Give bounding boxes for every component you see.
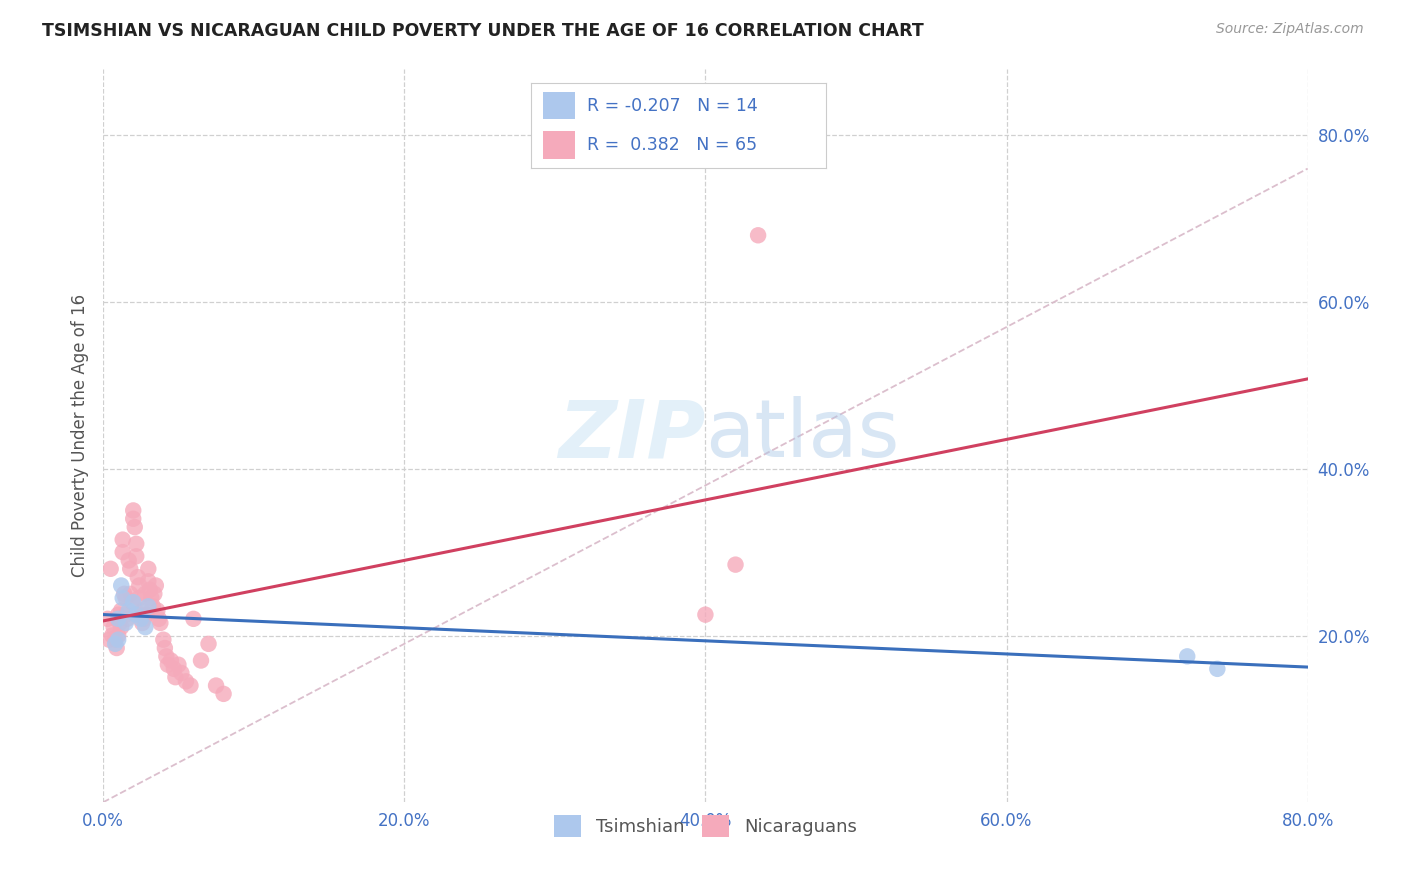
Point: [128, 591, 150, 605]
Point: [134, 620, 156, 634]
Point: [98, 632, 121, 647]
Point: [142, 599, 165, 614]
Point: [120, 562, 142, 576]
Point: [101, 628, 124, 642]
Point: [124, 520, 146, 534]
Point: [114, 607, 136, 622]
Point: [125, 549, 148, 564]
Point: [127, 570, 149, 584]
Point: [165, 670, 187, 684]
Y-axis label: Child Poverty Under the Age of 16: Child Poverty Under the Age of 16: [72, 293, 89, 577]
Point: [141, 591, 163, 605]
Point: [152, 632, 174, 647]
Point: [167, 657, 190, 672]
Text: ZIP: ZIP: [558, 396, 706, 475]
Point: [104, 632, 127, 647]
Point: [107, 628, 129, 642]
Point: [131, 615, 153, 630]
Point: [153, 640, 176, 655]
Point: [695, 607, 717, 622]
Point: [149, 615, 172, 630]
Point: [122, 512, 145, 526]
Point: [97, 612, 120, 626]
Point: [146, 603, 169, 617]
Point: [107, 632, 129, 647]
Point: [747, 228, 769, 243]
Point: [160, 653, 183, 667]
Point: [156, 657, 179, 672]
Point: [190, 653, 212, 667]
Point: [183, 612, 205, 626]
Point: [105, 640, 128, 655]
Point: [103, 620, 125, 634]
Point: [122, 595, 145, 609]
Point: [129, 612, 152, 626]
Point: [100, 562, 122, 576]
Text: Source: ZipAtlas.com: Source: ZipAtlas.com: [1216, 22, 1364, 37]
Point: [174, 674, 197, 689]
Point: [179, 679, 201, 693]
Point: [197, 637, 219, 651]
Point: [136, 599, 159, 614]
Point: [111, 545, 134, 559]
Point: [125, 607, 148, 622]
Point: [136, 562, 159, 576]
Point: [143, 587, 166, 601]
Legend: Tsimshian, Nicaraguans: Tsimshian, Nicaraguans: [547, 808, 863, 845]
Point: [212, 687, 235, 701]
Point: [724, 558, 747, 572]
Point: [129, 607, 152, 622]
Text: atlas: atlas: [706, 396, 900, 475]
Point: [170, 666, 193, 681]
Point: [107, 607, 129, 622]
Point: [1175, 649, 1198, 664]
Point: [163, 662, 186, 676]
Point: [114, 615, 136, 630]
Point: [111, 591, 134, 605]
Text: TSIMSHIAN VS NICARAGUAN CHILD POVERTY UNDER THE AGE OF 16 CORRELATION CHART: TSIMSHIAN VS NICARAGUAN CHILD POVERTY UN…: [42, 22, 924, 40]
Point: [118, 603, 141, 617]
Point: [112, 587, 135, 601]
Point: [122, 503, 145, 517]
Point: [148, 612, 170, 626]
Point: [134, 587, 156, 601]
Point: [118, 553, 141, 567]
Point: [136, 574, 159, 589]
Point: [139, 582, 162, 597]
Point: [104, 637, 127, 651]
Point: [121, 595, 143, 609]
Point: [1206, 662, 1229, 676]
Point: [155, 649, 177, 664]
Point: [125, 537, 148, 551]
Point: [132, 612, 155, 626]
Point: [128, 578, 150, 592]
Point: [135, 607, 157, 622]
Point: [120, 587, 142, 601]
Point: [115, 612, 138, 626]
Point: [114, 591, 136, 605]
Point: [131, 603, 153, 617]
Point: [111, 533, 134, 547]
Point: [108, 615, 131, 630]
Point: [145, 578, 167, 592]
Point: [110, 578, 132, 592]
Point: [107, 612, 129, 626]
Point: [205, 679, 228, 693]
Point: [110, 603, 132, 617]
Point: [110, 620, 132, 634]
